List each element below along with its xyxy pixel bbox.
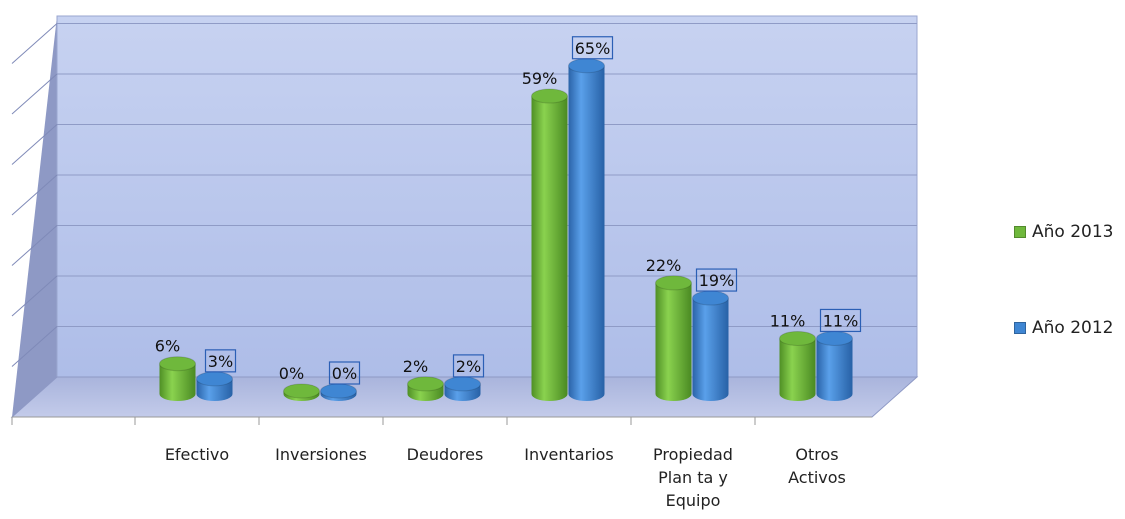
svg-text:11%: 11%: [770, 311, 806, 330]
bar-2013-1: [283, 383, 320, 401]
legend-swatch-2012: [1014, 322, 1026, 334]
svg-text:19%: 19%: [699, 271, 735, 290]
bar-2012-3: [568, 58, 605, 401]
data-label-2013-3: 59%: [522, 69, 558, 88]
data-label-2012-0: 3%: [204, 349, 237, 373]
x-tick-label: Inventarios: [524, 445, 614, 464]
chart-legend: Año 2013 Año 2012: [1014, 222, 1124, 414]
bar-2012-1: [320, 383, 357, 401]
bar-2012-0: [196, 371, 233, 401]
bar-2013-2: [407, 376, 444, 401]
legend-label-2012: Año 2012: [1032, 318, 1114, 338]
data-label-2012-1: 0%: [328, 361, 361, 385]
bar-2013-5: [779, 330, 816, 401]
legend-swatch-2013: [1014, 226, 1026, 238]
svg-text:11%: 11%: [823, 311, 859, 330]
svg-text:6%: 6%: [155, 337, 180, 356]
gridline-side: [11, 225, 58, 266]
data-label-2012-2: 2%: [452, 354, 485, 378]
svg-text:2%: 2%: [456, 357, 481, 376]
x-tick-label: Otros Activos: [788, 445, 846, 487]
bar-2012-4: [692, 290, 729, 401]
svg-text:0%: 0%: [279, 364, 304, 383]
gridline-side: [11, 23, 58, 64]
data-label-2013-5: 11%: [770, 311, 806, 330]
chart-side-wall: [12, 16, 57, 417]
data-label-2012-4: 19%: [695, 268, 738, 292]
x-tick-label: Inversiones: [275, 445, 367, 464]
bar-2012-2: [444, 376, 481, 401]
x-tick-label: Propiedad Plan ta y Equipo: [653, 445, 733, 510]
bar-2012-5: [816, 330, 853, 401]
legend-item-2013: Año 2013: [1014, 222, 1124, 242]
svg-text:0%: 0%: [332, 364, 357, 383]
bar-2013-3: [531, 88, 568, 401]
bar-2013-4: [655, 275, 692, 401]
gridline-side: [11, 73, 58, 115]
bar-2013-0: [159, 356, 196, 401]
svg-text:3%: 3%: [208, 352, 233, 371]
x-tick-label: Efectivo: [165, 445, 229, 464]
gridline-side: [11, 124, 58, 165]
gridline-side: [11, 174, 58, 216]
gridline-side: [11, 326, 58, 367]
data-label-2013-1: 0%: [279, 364, 304, 383]
svg-text:59%: 59%: [522, 69, 558, 88]
svg-text:2%: 2%: [403, 357, 428, 376]
data-label-2012-3: 65%: [571, 36, 614, 60]
chart-back-wall: [56, 15, 918, 378]
legend-item-2012: Año 2012: [1014, 318, 1124, 338]
legend-label-2013: Año 2013: [1032, 222, 1114, 242]
data-label-2013-2: 2%: [403, 357, 428, 376]
x-tick-label: Deudores: [407, 445, 484, 464]
svg-text:22%: 22%: [646, 256, 682, 275]
data-label-2012-5: 11%: [819, 308, 862, 333]
data-label-2013-0: 6%: [155, 337, 180, 356]
svg-text:65%: 65%: [575, 39, 611, 58]
gridline-side: [11, 275, 58, 317]
data-label-2013-4: 22%: [646, 256, 682, 275]
